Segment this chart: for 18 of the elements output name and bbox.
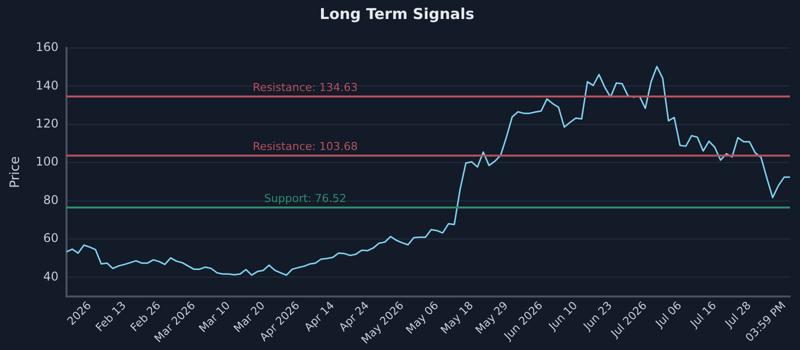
y-tick-label: 100: [36, 154, 59, 169]
y-tick-label: 140: [36, 78, 59, 92]
x-tick-label: Jul 16: [687, 298, 719, 331]
ref-line-label: Support: 76.52: [264, 192, 346, 205]
x-tick-label: Jul 06: [652, 298, 684, 331]
y-tick-label: 120: [36, 116, 59, 131]
ref-line-label: Resistance: 134.63: [252, 80, 358, 94]
y-tick-label: 80: [43, 192, 59, 207]
y-axis-title: Price: [8, 156, 24, 188]
chart-title: Long Term Signals: [320, 4, 474, 23]
x-tick-label: Apr 14: [302, 298, 337, 334]
x-tick-label: Feb 13: [93, 298, 129, 334]
x-tick-label: Mar 10: [196, 298, 233, 336]
x-tick-label: Jun 10: [546, 298, 580, 334]
y-tick-label: 160: [36, 40, 59, 54]
ref-line-label: Resistance: 103.68: [252, 140, 358, 153]
y-tick-label: 40: [43, 269, 59, 284]
y-tick-label: 60: [43, 231, 59, 246]
